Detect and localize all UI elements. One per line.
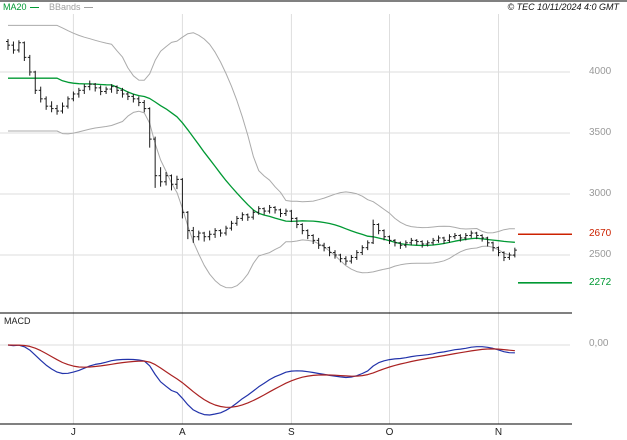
month-label: O <box>385 427 394 438</box>
macd-pane-label: MACD <box>4 316 31 326</box>
macd-zero-label: 0,00 <box>589 338 609 349</box>
price-tick-label: 4000 <box>589 66 612 77</box>
bbands-legend-label: BBands <box>49 2 81 12</box>
month-label: N <box>494 427 503 438</box>
bbands-line-swatch-icon <box>83 7 93 8</box>
level-label: 2670 <box>589 228 612 240</box>
chart-legend: MA20 BBands <box>3 2 93 12</box>
price-tick-label: 3000 <box>589 188 612 199</box>
price-tick-label: 3500 <box>589 127 612 138</box>
month-label: A <box>179 427 186 438</box>
ma20-line-swatch-icon <box>29 7 39 8</box>
ma20-legend-label: MA20 <box>3 2 27 12</box>
copyright-timestamp: © TEC 10/11/2024 4:0 GMT <box>507 2 619 12</box>
month-label: S <box>288 427 295 438</box>
level-label: 2272 <box>589 276 612 288</box>
price-tick-label: 2500 <box>589 249 612 260</box>
month-label: J <box>70 427 76 438</box>
